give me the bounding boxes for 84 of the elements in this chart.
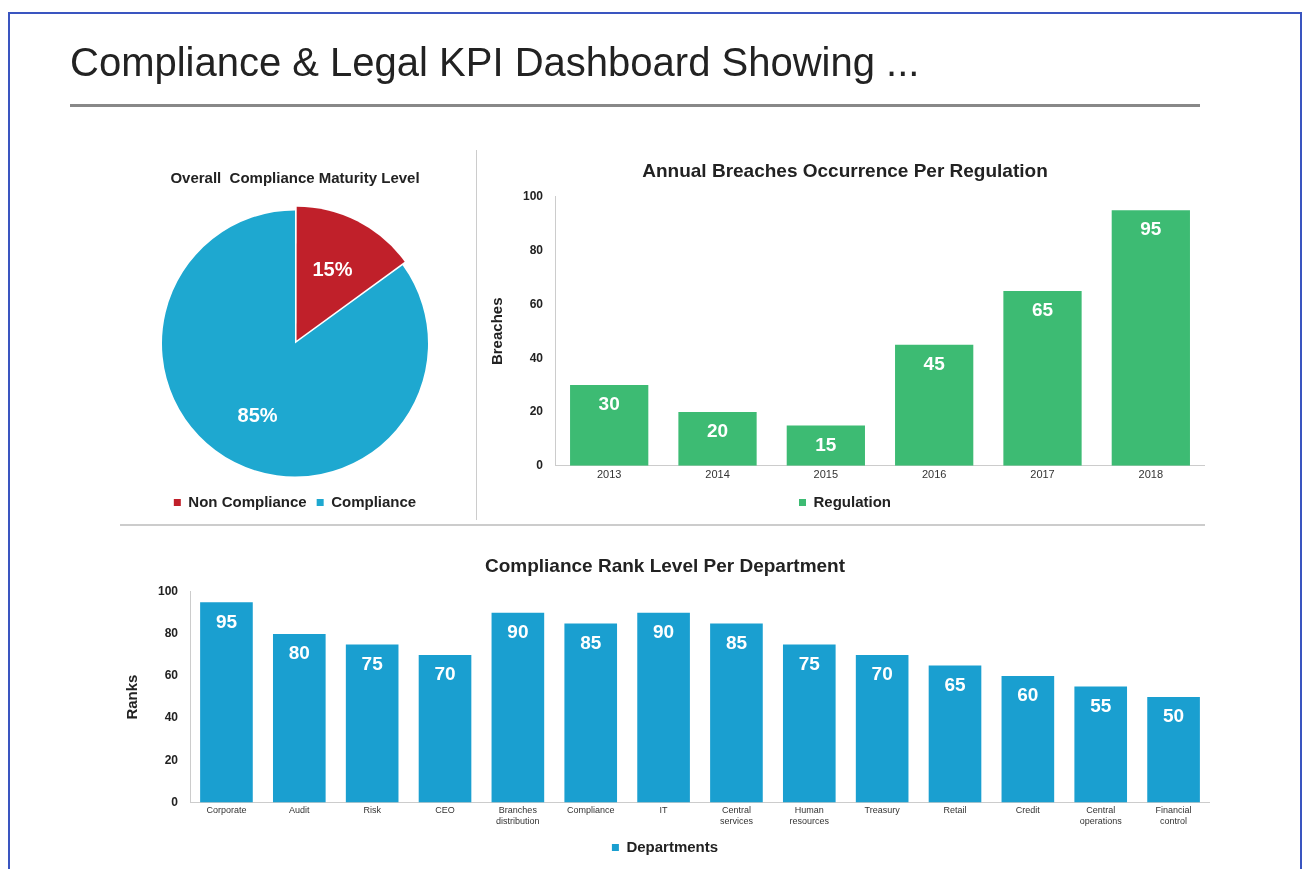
data-label: 85%: [237, 404, 278, 427]
bar: [418, 654, 472, 803]
bar: [710, 623, 763, 803]
bar: [637, 612, 690, 803]
data-label: 60: [1017, 684, 1039, 706]
bar: [928, 665, 982, 803]
chart-title: Compliance Rank Level Per Department: [484, 554, 846, 576]
legend-label: Departments: [626, 837, 719, 855]
bar: [782, 644, 836, 803]
chart-title: Annual Breaches Occurrence Per Regulation: [642, 159, 1048, 181]
bar: [491, 612, 545, 803]
x-tick-label: 2018: [1138, 468, 1164, 481]
data-label: 30: [598, 393, 620, 415]
bar: [1001, 676, 1055, 803]
data-label: 95: [215, 610, 238, 632]
x-tick-label: Treasury: [864, 805, 901, 816]
y-axis-title: Ranks: [123, 674, 141, 720]
data-label: 80: [288, 642, 310, 664]
data-label: 75: [798, 652, 821, 674]
y-tick-label: 0: [536, 458, 544, 473]
y-tick-label: 100: [522, 189, 544, 204]
data-label: 90: [507, 621, 529, 643]
x-tick-label: Retail: [943, 805, 967, 816]
bar: [895, 344, 974, 466]
data-label: 20: [706, 420, 729, 442]
data-label: 75: [361, 652, 384, 674]
y-tick-label: 40: [164, 710, 179, 725]
data-label: 70: [871, 663, 893, 685]
data-label: 85: [580, 631, 602, 653]
x-tick-label: 2017: [1030, 468, 1055, 481]
y-tick-label: 100: [157, 584, 179, 599]
bar: [1111, 210, 1190, 466]
y-tick-label: 0: [171, 794, 179, 809]
bar: [786, 425, 865, 466]
data-label: 50: [1163, 705, 1185, 727]
y-tick-label: 80: [529, 242, 544, 257]
x-tick-label: Risk: [363, 805, 382, 816]
y-axis-title: Breaches: [488, 297, 506, 366]
data-label: 15: [815, 433, 837, 455]
x-tick-label: Human resources: [789, 805, 830, 827]
x-tick-label: Credit: [1015, 805, 1041, 816]
data-label: 65: [1031, 299, 1054, 321]
data-label: 70: [434, 663, 456, 685]
legend-label: Compliance: [331, 492, 417, 510]
x-tick-label: Central operations: [1079, 805, 1123, 827]
legend-label: Non Compliance: [188, 492, 307, 510]
bar: [272, 633, 326, 803]
x-tick-label: 2016: [921, 468, 947, 481]
x-tick-label: Compliance: [566, 805, 615, 816]
bar: [678, 412, 757, 466]
y-tick-label: 60: [529, 296, 544, 311]
data-label: 95: [1140, 218, 1162, 240]
x-tick-label: Financial control: [1155, 805, 1192, 827]
x-tick-label: 2013: [596, 468, 622, 481]
data-label: 15%: [312, 257, 353, 280]
bar: [1147, 697, 1200, 803]
y-tick-label: 20: [164, 752, 179, 767]
y-tick-label: 40: [529, 350, 544, 365]
data-label: 45: [923, 352, 946, 374]
x-tick-label: 2015: [813, 468, 839, 481]
bar: [200, 602, 253, 803]
bar: [1003, 290, 1082, 466]
bar: [345, 644, 399, 803]
x-tick-label: Corporate: [206, 805, 247, 816]
y-tick-label: 60: [164, 668, 179, 683]
bar: [570, 385, 649, 466]
legend-label: Regulation: [813, 492, 891, 510]
bar: [564, 623, 618, 803]
x-tick-label: Audit: [289, 805, 311, 816]
x-tick-label: IT: [659, 805, 669, 816]
text: Compliance & Legal KPI Dashboard Showing ...: [70, 40, 920, 85]
y-tick-label: 20: [529, 404, 544, 419]
chart-title: Overall Compliance Maturity Level: [170, 169, 420, 187]
x-tick-label: CEO: [435, 805, 455, 816]
data-label: 65: [944, 673, 966, 695]
data-label: 85: [725, 631, 748, 653]
x-tick-label: Branches distribution: [496, 805, 540, 827]
bar: [855, 654, 909, 803]
bar: [1074, 686, 1128, 803]
y-tick-label: 80: [164, 626, 179, 641]
x-tick-label: 2014: [705, 468, 730, 481]
data-label: 90: [653, 621, 675, 643]
x-tick-label: Central services: [719, 805, 754, 827]
data-label: 55: [1090, 694, 1112, 716]
